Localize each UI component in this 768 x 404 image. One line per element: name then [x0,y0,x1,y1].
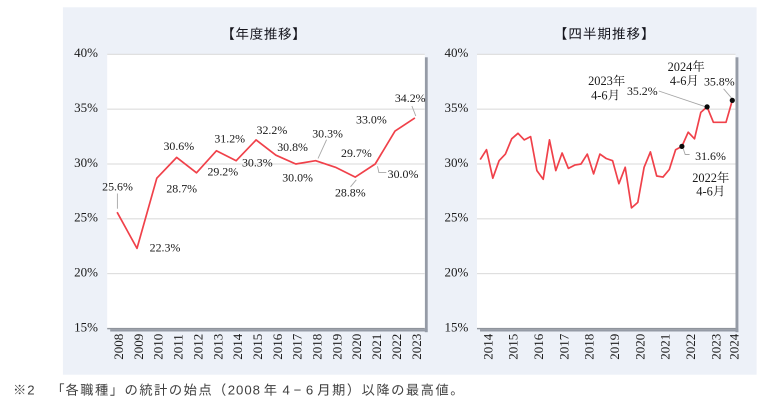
svg-text:2014: 2014 [480,333,495,360]
svg-text:2016: 2016 [270,333,285,360]
svg-text:29.2%: 29.2% [207,164,238,178]
svg-text:25.6%: 25.6% [102,179,133,193]
svg-text:40%: 40% [74,45,98,60]
svg-text:4-6: 4-6 [591,88,608,102]
svg-text:2009: 2009 [131,334,146,360]
svg-text:30.3%: 30.3% [242,156,273,170]
svg-text:6: 6 [306,383,313,398]
svg-text:28.7%: 28.7% [166,182,197,196]
svg-text:−: − [294,383,302,398]
svg-text:2018: 2018 [310,334,325,360]
svg-text:2022: 2022 [683,334,698,360]
svg-text:29.7%: 29.7% [341,146,372,160]
svg-text:31.6%: 31.6% [695,149,726,163]
svg-text:2011: 2011 [171,334,186,360]
svg-text:2008: 2008 [111,334,126,360]
svg-text:2022: 2022 [692,171,717,185]
svg-text:30.6%: 30.6% [163,139,194,153]
svg-text:2020: 2020 [349,334,364,360]
svg-text:25%: 25% [445,210,469,225]
svg-text:2015: 2015 [250,334,265,360]
svg-text:4: 4 [283,383,290,398]
svg-text:2023: 2023 [588,74,613,88]
svg-text:20%: 20% [74,265,98,280]
svg-text:30.3%: 30.3% [312,127,343,141]
svg-text:35.2%: 35.2% [627,84,658,98]
svg-text:15%: 15% [74,319,98,334]
svg-text:2016: 2016 [531,333,546,360]
svg-text:2018: 2018 [582,334,597,360]
svg-text:2: 2 [27,383,34,398]
svg-text:30%: 30% [445,155,469,170]
svg-text:20%: 20% [445,265,469,280]
svg-text:33.0%: 33.0% [356,112,387,126]
svg-text:2010: 2010 [151,334,166,360]
svg-text:2019: 2019 [329,334,344,360]
svg-text:35%: 35% [445,100,469,115]
svg-text:2023: 2023 [708,334,723,360]
svg-text:2021: 2021 [369,334,384,360]
svg-text:30.8%: 30.8% [277,140,308,154]
svg-text:2014: 2014 [230,333,245,360]
svg-text:2017: 2017 [556,333,571,360]
svg-text:30%: 30% [74,155,98,170]
svg-text:30.0%: 30.0% [388,167,419,181]
svg-text:4-6: 4-6 [670,74,687,88]
svg-text:2008: 2008 [228,383,261,398]
svg-text:32.2%: 32.2% [257,123,288,137]
svg-text:4-6: 4-6 [696,184,713,198]
svg-text:2012: 2012 [190,334,205,360]
svg-text:31.2%: 31.2% [214,131,245,145]
svg-text:25%: 25% [74,210,98,225]
svg-text:22.3%: 22.3% [150,240,181,254]
svg-text:40%: 40% [445,45,469,60]
svg-text:35%: 35% [74,100,98,115]
svg-text:2023: 2023 [409,334,424,360]
svg-text:2021: 2021 [658,334,673,360]
svg-text:2019: 2019 [607,334,622,360]
svg-text:30.0%: 30.0% [282,171,313,185]
svg-text:2013: 2013 [210,334,225,360]
svg-text:2015: 2015 [506,334,521,360]
svg-text:2017: 2017 [290,333,305,360]
svg-text:35.8%: 35.8% [704,75,735,89]
svg-text:2024: 2024 [727,333,742,360]
svg-text:2022: 2022 [389,334,404,360]
svg-text:15%: 15% [445,319,469,334]
svg-text:2024: 2024 [668,60,693,74]
svg-text:34.2%: 34.2% [395,91,426,105]
svg-text:2020: 2020 [632,334,647,360]
svg-text:28.8%: 28.8% [335,185,366,199]
